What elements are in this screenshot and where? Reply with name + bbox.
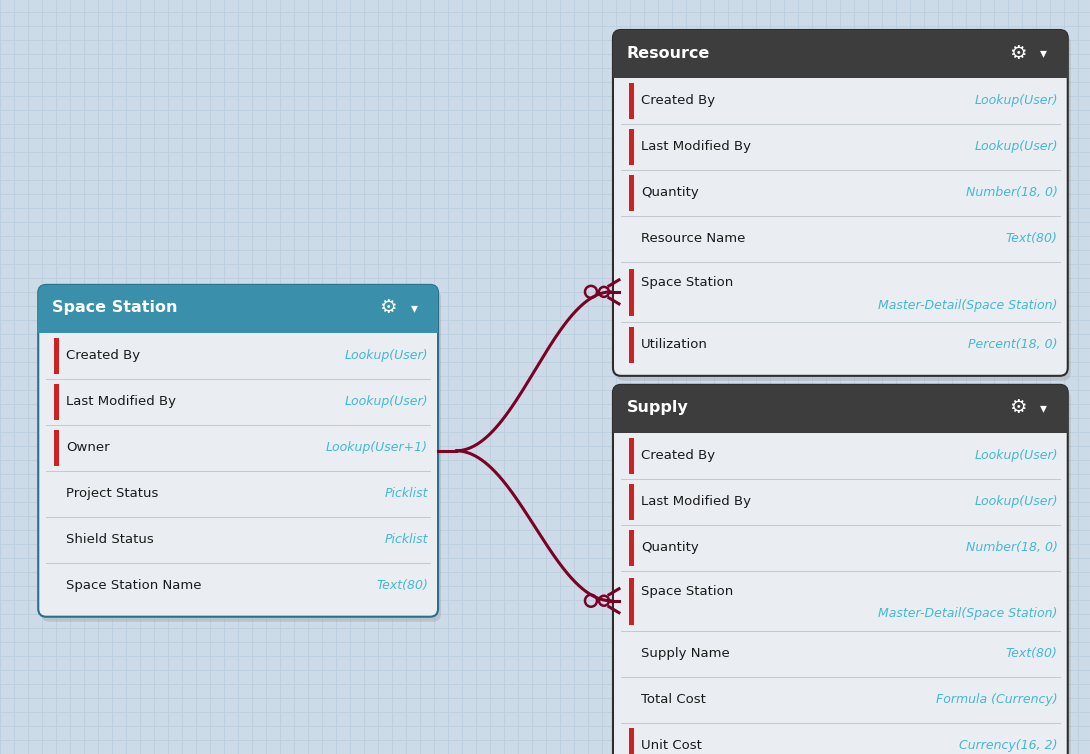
- Bar: [629, 728, 634, 754]
- FancyBboxPatch shape: [613, 385, 1068, 754]
- Text: Resource: Resource: [627, 45, 711, 60]
- Text: Lookup(User): Lookup(User): [974, 94, 1057, 108]
- Text: Shield Status: Shield Status: [66, 533, 154, 546]
- Bar: [629, 438, 634, 474]
- Text: ▾: ▾: [411, 301, 417, 315]
- Text: Quantity: Quantity: [641, 186, 699, 199]
- Bar: [629, 84, 634, 119]
- Text: Last Modified By: Last Modified By: [66, 395, 177, 409]
- Text: Space Station: Space Station: [641, 277, 734, 290]
- Bar: [613, 57, 1068, 78]
- Text: Lookup(User+1): Lookup(User+1): [326, 441, 428, 455]
- Bar: [629, 130, 634, 165]
- Text: Lookup(User): Lookup(User): [344, 395, 428, 409]
- Bar: [54, 431, 59, 466]
- Bar: [613, 411, 1068, 433]
- FancyBboxPatch shape: [41, 290, 441, 622]
- Text: Space Station Name: Space Station Name: [66, 579, 202, 592]
- Text: Space Station: Space Station: [52, 300, 178, 315]
- Text: Text(80): Text(80): [376, 579, 428, 592]
- Text: Last Modified By: Last Modified By: [641, 495, 751, 508]
- Text: Total Cost: Total Cost: [641, 693, 706, 706]
- Text: Owner: Owner: [66, 441, 110, 455]
- Text: Percent(18, 0): Percent(18, 0): [968, 339, 1057, 351]
- FancyBboxPatch shape: [613, 30, 1068, 78]
- Bar: [629, 530, 634, 566]
- Text: Resource Name: Resource Name: [641, 232, 746, 245]
- Text: Created By: Created By: [641, 94, 715, 108]
- Text: Number(18, 0): Number(18, 0): [966, 541, 1057, 554]
- Text: Utilization: Utilization: [641, 339, 707, 351]
- Text: ▾: ▾: [1040, 401, 1047, 415]
- Text: ⚙: ⚙: [1009, 44, 1027, 63]
- Text: Lookup(User): Lookup(User): [974, 140, 1057, 153]
- Bar: [629, 269, 634, 316]
- Bar: [629, 176, 634, 211]
- FancyBboxPatch shape: [38, 285, 438, 333]
- Text: Currency(16, 2): Currency(16, 2): [959, 739, 1057, 752]
- FancyBboxPatch shape: [613, 30, 1068, 375]
- Text: Formula (Currency): Formula (Currency): [936, 693, 1057, 706]
- Text: ▾: ▾: [1040, 46, 1047, 60]
- FancyBboxPatch shape: [616, 390, 1070, 754]
- Text: Last Modified By: Last Modified By: [641, 140, 751, 153]
- Text: Picklist: Picklist: [385, 487, 428, 500]
- Bar: [38, 311, 438, 333]
- Text: Lookup(User): Lookup(User): [974, 449, 1057, 462]
- FancyBboxPatch shape: [616, 35, 1070, 381]
- Text: Lookup(User): Lookup(User): [344, 349, 428, 363]
- FancyBboxPatch shape: [613, 385, 1068, 433]
- Bar: [54, 339, 59, 374]
- Text: Master-Detail(Space Station): Master-Detail(Space Station): [879, 608, 1057, 621]
- Text: Lookup(User): Lookup(User): [974, 495, 1057, 508]
- Text: Master-Detail(Space Station): Master-Detail(Space Station): [879, 299, 1057, 311]
- Text: ⚙: ⚙: [1009, 398, 1027, 418]
- Text: Number(18, 0): Number(18, 0): [966, 186, 1057, 199]
- Text: Text(80): Text(80): [1006, 647, 1057, 661]
- Text: Created By: Created By: [641, 449, 715, 462]
- Text: Created By: Created By: [66, 349, 141, 363]
- Text: Supply Name: Supply Name: [641, 647, 729, 661]
- Text: ⚙: ⚙: [379, 299, 397, 317]
- Text: Unit Cost: Unit Cost: [641, 739, 702, 752]
- Bar: [54, 385, 59, 420]
- Text: Text(80): Text(80): [1006, 232, 1057, 245]
- Text: Supply: Supply: [627, 400, 689, 415]
- Text: Space Station: Space Station: [641, 585, 734, 598]
- Bar: [629, 484, 634, 520]
- Text: Picklist: Picklist: [385, 533, 428, 546]
- Text: Quantity: Quantity: [641, 541, 699, 554]
- Bar: [629, 578, 634, 625]
- Text: Project Status: Project Status: [66, 487, 158, 500]
- Bar: [629, 327, 634, 363]
- FancyBboxPatch shape: [38, 285, 438, 617]
